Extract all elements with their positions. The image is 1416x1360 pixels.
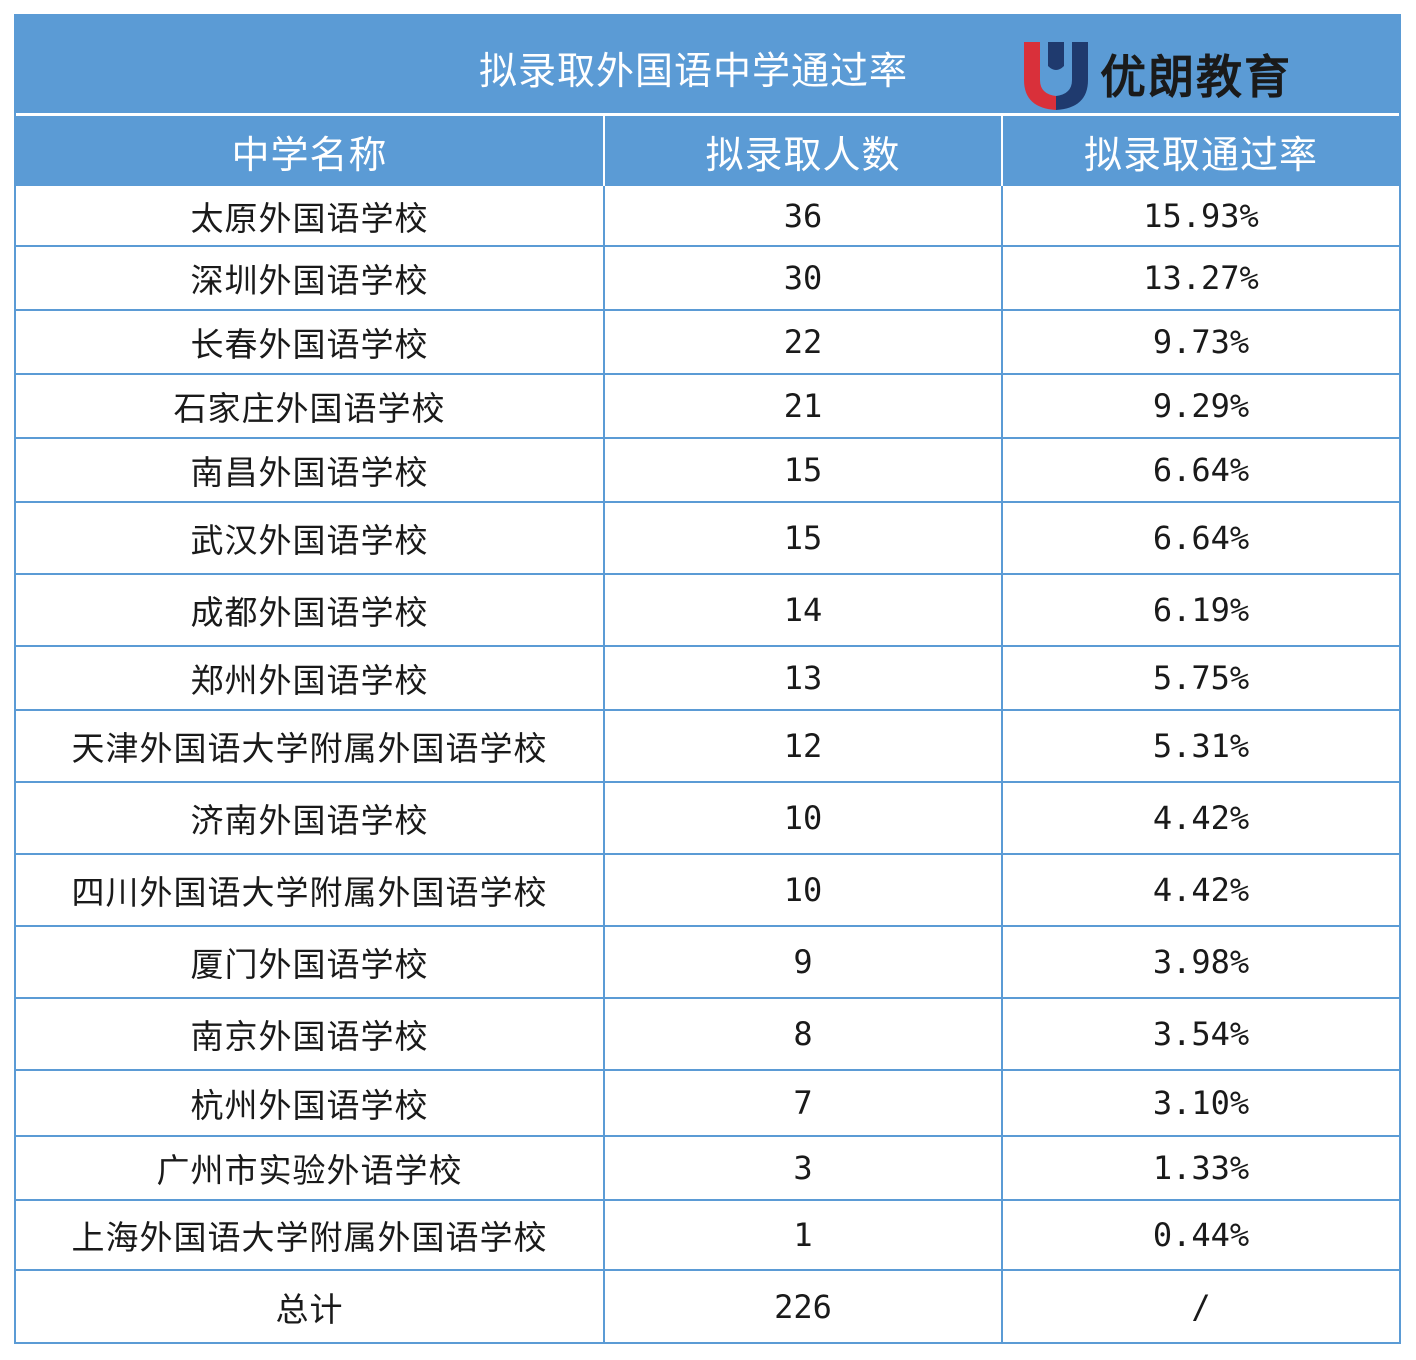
brand-logo-text: 优朗教育 — [1100, 50, 1292, 104]
pass-rate-cell: 4.42% — [1001, 853, 1399, 927]
pass-rate-cell: 1.33% — [1001, 1135, 1399, 1201]
admit-count-cell: 30 — [603, 245, 1003, 311]
pass-rate-cell: 9.73% — [1001, 309, 1399, 375]
pass-rate-cell: 5.31% — [1001, 709, 1399, 783]
total-row: 总计 226/ — [16, 1269, 1399, 1342]
table-row: 厦门外国语学校 9 3.98% — [16, 925, 1399, 999]
admit-count-cell: 7 — [603, 1069, 1003, 1137]
table-row: 广州市实验外语学校 3 1.33% — [16, 1135, 1399, 1201]
table-row: 济南外国语学校 10 4.42% — [16, 781, 1399, 855]
admit-count-cell: 15 — [603, 437, 1003, 503]
school-name-cell: 南昌外国语学校 — [16, 437, 605, 503]
table-row: 太原外国语学校 36 15.93% — [16, 186, 1399, 247]
school-name-cell: 南京外国语学校 — [16, 997, 605, 1071]
school-name-cell: 武汉外国语学校 — [16, 501, 605, 575]
pass-rate-cell: 3.54% — [1001, 997, 1399, 1071]
data-table: 中学名称 拟录取人数 拟录取通过率 太原外国语学校 36 15.93% 深圳外国语学校… — [16, 116, 1399, 1342]
admit-count-cell: 10 — [603, 853, 1003, 927]
school-name-cell: 太原外国语学校 — [16, 186, 605, 247]
school-name-cell: 济南外国语学校 — [16, 781, 605, 855]
admit-count-cell: 12 — [603, 709, 1003, 783]
table-row: 杭州外国语学校 7 3.10% — [16, 1069, 1399, 1137]
table-body: 太原外国语学校 36 15.93% 深圳外国语学校 30 13.27% 长春外国语学校 22 9… — [16, 186, 1399, 1342]
pass-rate-cell: / — [1001, 1269, 1399, 1342]
pass-rate-cell: 13.27% — [1001, 245, 1399, 311]
admit-count-cell: 3 — [603, 1135, 1003, 1201]
school-name-cell: 上海外国语大学附属外国语学校 — [16, 1199, 605, 1271]
header-pass-rate: 拟录取通过率 — [1002, 116, 1399, 186]
admit-count-cell: 21 — [603, 373, 1003, 439]
table-row: 上海外国语大学附属外国语学校 1 0.44% — [16, 1199, 1399, 1271]
admit-count-cell: 15 — [603, 501, 1003, 575]
school-name-cell: 石家庄外国语学校 — [16, 373, 605, 439]
school-name-cell: 广州市实验外语学校 — [16, 1135, 605, 1201]
pass-rate-cell: 6.19% — [1001, 573, 1399, 647]
brand-logo: 优朗教育 — [1020, 36, 1292, 112]
admit-count-cell: 22 — [603, 309, 1003, 375]
header-school-name: 中学名称 — [16, 116, 605, 186]
admit-count-cell: 36 — [603, 186, 1003, 247]
table-title: 拟录取外国语中学通过率 — [479, 49, 909, 93]
pass-rate-cell: 6.64% — [1001, 501, 1399, 575]
table-row: 武汉外国语学校 15 6.64% — [16, 501, 1399, 575]
table-row: 郑州外国语学校 13 5.75% — [16, 645, 1399, 711]
title-bar: 拟录取外国语中学通过率 优朗教育 — [16, 16, 1399, 116]
admit-count-cell: 13 — [603, 645, 1003, 711]
pass-rate-cell: 3.98% — [1001, 925, 1399, 999]
pass-rate-cell: 15.93% — [1001, 186, 1399, 247]
admit-count-cell: 9 — [603, 925, 1003, 999]
table-row: 石家庄外国语学校 21 9.29% — [16, 373, 1399, 439]
header-admit-count: 拟录取人数 — [604, 116, 1003, 186]
admit-count-cell: 8 — [603, 997, 1003, 1071]
school-name-cell: 总计 — [16, 1269, 605, 1342]
table-row: 四川外国语大学附属外国语学校 10 4.42% — [16, 853, 1399, 927]
table-row: 南京外国语学校 8 3.54% — [16, 997, 1399, 1071]
school-name-cell: 深圳外国语学校 — [16, 245, 605, 311]
pass-rate-cell: 6.64% — [1001, 437, 1399, 503]
admit-count-cell: 226 — [603, 1269, 1003, 1342]
pass-rate-cell: 4.42% — [1001, 781, 1399, 855]
school-name-cell: 杭州外国语学校 — [16, 1069, 605, 1137]
admit-count-cell: 10 — [603, 781, 1003, 855]
brand-logo-icon — [1024, 42, 1088, 110]
table-row: 成都外国语学校 14 6.19% — [16, 573, 1399, 647]
pass-rate-cell: 0.44% — [1001, 1199, 1399, 1271]
school-name-cell: 四川外国语大学附属外国语学校 — [16, 853, 605, 927]
school-name-cell: 天津外国语大学附属外国语学校 — [16, 709, 605, 783]
admit-count-cell: 1 — [603, 1199, 1003, 1271]
school-name-cell: 长春外国语学校 — [16, 309, 605, 375]
table-row: 天津外国语大学附属外国语学校 12 5.31% — [16, 709, 1399, 783]
school-name-cell: 郑州外国语学校 — [16, 645, 605, 711]
school-name-cell: 成都外国语学校 — [16, 573, 605, 647]
pass-rate-cell: 5.75% — [1001, 645, 1399, 711]
admit-count-cell: 14 — [603, 573, 1003, 647]
table-row: 深圳外国语学校 30 13.27% — [16, 245, 1399, 311]
table-row: 长春外国语学校 22 9.73% — [16, 309, 1399, 375]
header-row: 中学名称 拟录取人数 拟录取通过率 — [16, 116, 1399, 186]
table-row: 南昌外国语学校 15 6.64% — [16, 437, 1399, 503]
pass-rate-cell: 3.10% — [1001, 1069, 1399, 1137]
admission-rate-table: 拟录取外国语中学通过率 优朗教育 中学名称 拟录取人数 拟录取通过率 太原外国语… — [14, 14, 1401, 1344]
school-name-cell: 厦门外国语学校 — [16, 925, 605, 999]
pass-rate-cell: 9.29% — [1001, 373, 1399, 439]
